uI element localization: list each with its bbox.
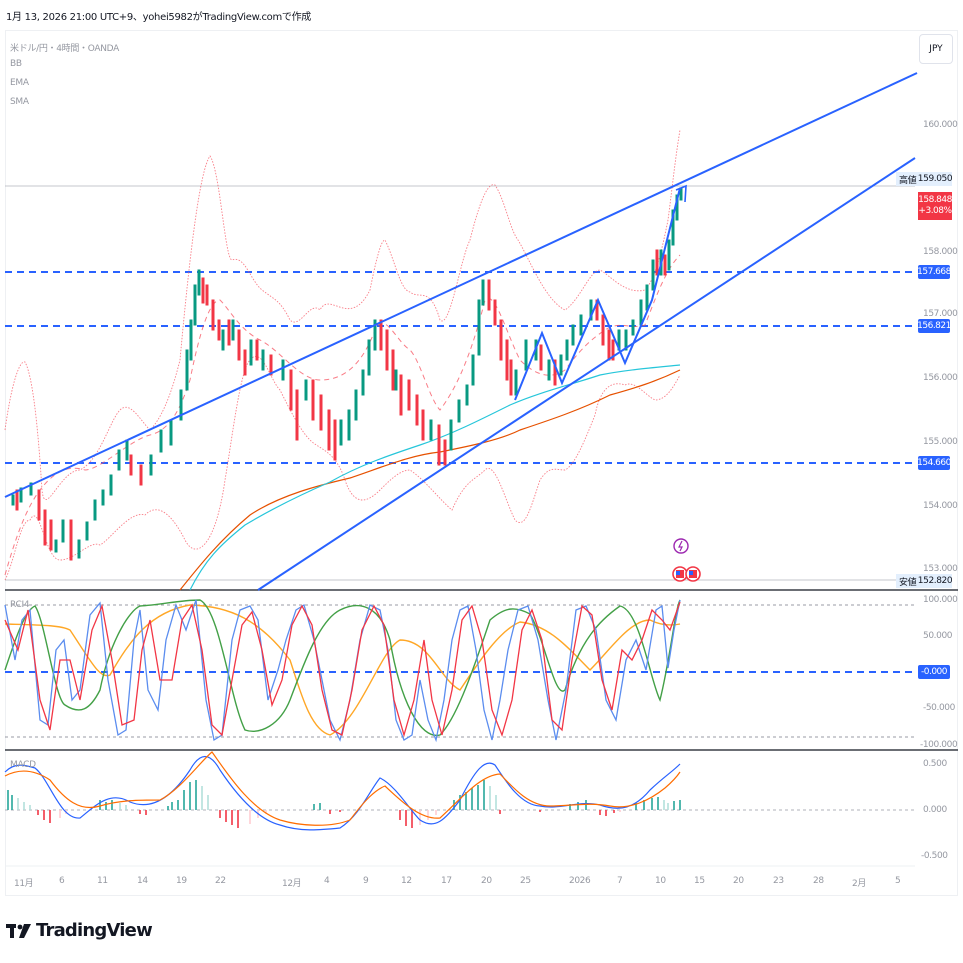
time-tick: 17 xyxy=(441,876,452,886)
time-tick: 2026 xyxy=(569,876,591,886)
high-label: 高値 xyxy=(896,172,920,186)
trendlines xyxy=(4,72,918,591)
time-tick: 20 xyxy=(481,876,492,886)
time-tick: 19 xyxy=(176,876,187,886)
ema-line xyxy=(189,364,681,591)
time-tick: 14 xyxy=(137,876,148,886)
time-tick: 20 xyxy=(733,876,744,886)
rci-tick: -100.000 xyxy=(920,740,958,750)
rci-zero-tag[interactable]: -0.000 xyxy=(918,665,950,679)
time-tick: 11月 xyxy=(14,879,34,889)
macd-tick: 0.000 xyxy=(923,805,947,815)
symbol-legend[interactable]: 米ドル/円・4時間・OANDA xyxy=(10,44,120,54)
time-tick: 23 xyxy=(773,876,784,886)
upper-channel-line xyxy=(4,72,918,498)
price-tick: 158.000 xyxy=(923,247,958,257)
price-tick: 157.000 xyxy=(923,309,958,319)
macd-pane xyxy=(4,751,915,831)
rci-tick: 100.000 xyxy=(923,595,958,605)
time-tick: 2月 xyxy=(852,879,866,889)
time-tick: 12 xyxy=(401,876,412,886)
time-tick: 5 xyxy=(895,876,901,886)
signal-line xyxy=(4,751,681,826)
horizontal-levels xyxy=(5,271,915,464)
price-tick: 155.000 xyxy=(923,437,958,447)
level-tag[interactable]: 156.821 xyxy=(917,319,951,333)
us-flag-event-icon[interactable] xyxy=(672,566,688,582)
macd-line xyxy=(4,755,681,831)
rci-title[interactable]: RCI4 xyxy=(10,600,30,610)
sma-line xyxy=(179,369,681,591)
macd-title[interactable]: MACD xyxy=(10,760,36,770)
price-tick: 154.000 xyxy=(923,501,958,511)
time-tick: 12月 xyxy=(282,879,302,889)
high-value-tag: 159.050 xyxy=(917,172,953,186)
candlesticks xyxy=(11,187,683,561)
time-tick: 4 xyxy=(324,876,330,886)
chart-caption: 1月 13, 2026 21:00 UTC+9、yohei5982がTradin… xyxy=(6,12,312,23)
brand-name: TradingView xyxy=(36,920,153,941)
time-tick: 15 xyxy=(694,876,705,886)
price-tick: 160.000 xyxy=(923,120,958,130)
last-price-tag: 158.848 +3.08% xyxy=(918,192,952,220)
tradingview-logo[interactable]: TradingView xyxy=(6,920,153,941)
time-tick: 9 xyxy=(363,876,369,886)
tradingview-logo-icon xyxy=(6,923,31,938)
time-tick: 6 xyxy=(59,876,65,886)
lightning-event-icon[interactable] xyxy=(673,538,689,554)
rci-ma-line xyxy=(4,604,681,736)
time-tick: 28 xyxy=(813,876,824,886)
indicator-legend-bb[interactable]: BB xyxy=(10,59,22,69)
low-value-tag: 152.820 xyxy=(917,574,953,588)
time-tick: 10 xyxy=(655,876,666,886)
indicator-legend-sma[interactable]: SMA xyxy=(10,97,29,107)
price-tick: 153.000 xyxy=(923,564,958,574)
macd-tick: -0.500 xyxy=(921,851,948,861)
us-flag-event-icon[interactable] xyxy=(685,566,701,582)
rci-pane xyxy=(4,599,915,743)
macd-histogram xyxy=(7,780,681,828)
rci-tick: -50.000 xyxy=(923,703,955,713)
last-change: +3.08% xyxy=(918,206,952,216)
arrow-head xyxy=(675,184,687,203)
time-tick: 22 xyxy=(215,876,226,886)
level-tag[interactable]: 154.660 xyxy=(917,456,951,470)
rci-slow-line xyxy=(4,599,681,737)
time-tick: 25 xyxy=(520,876,531,886)
level-tag[interactable]: 157.668 xyxy=(917,265,951,279)
price-tick: 156.000 xyxy=(923,373,958,383)
time-tick: 11 xyxy=(97,876,108,886)
bollinger-bands xyxy=(4,129,681,581)
time-tick: 7 xyxy=(617,876,623,886)
indicator-legend-ema[interactable]: EMA xyxy=(10,78,29,88)
rci-tick: 50.000 xyxy=(923,631,953,641)
zigzag-pattern xyxy=(514,187,681,401)
last-price: 158.848 xyxy=(918,195,952,205)
low-label: 安値 xyxy=(896,574,920,588)
macd-tick: 0.500 xyxy=(923,759,947,769)
currency-button[interactable]: JPY xyxy=(919,34,953,64)
lower-channel-line xyxy=(257,157,916,591)
rci-mid-line xyxy=(4,601,681,738)
